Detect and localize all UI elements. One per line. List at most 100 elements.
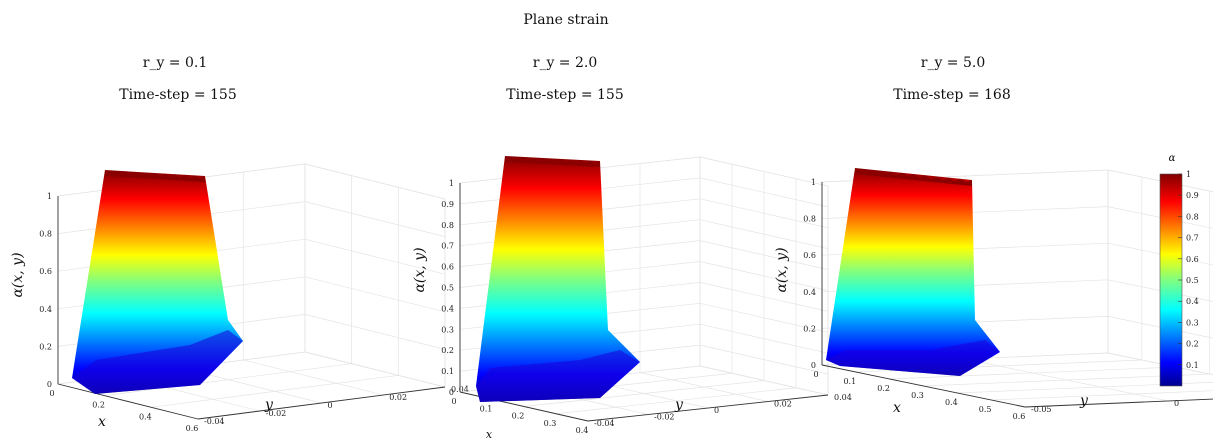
x-tick-label: 0.3 <box>544 419 557 428</box>
x-tick-label: 0.1 <box>843 377 856 386</box>
subplot-1-zlabel: α(x, y) <box>10 252 26 297</box>
colorbar-tick-label: 0.5 <box>1186 276 1199 285</box>
y-tick-label: -0.02 <box>654 413 675 422</box>
surface-front-base <box>72 330 243 394</box>
colorbar-tick-label: 0.8 <box>1186 212 1199 221</box>
alpha-surface <box>476 156 640 402</box>
subplot-1-title-line2: Time-step = 155 <box>119 87 237 103</box>
colorbar-tick-label: 0.6 <box>1186 255 1199 264</box>
subplot-3-title-line2: Time-step = 168 <box>893 87 1011 103</box>
z-tick-label: 0 <box>47 380 52 389</box>
subplot-1-axes: 0 0.2 0.4 0.6 0.8 1 0 0.2 0.4 0.6 -0.04 -0.02 0 0.02 0… <box>39 163 469 433</box>
z-tick-label: 0.3 <box>441 325 454 334</box>
z-tick-label: 0.4 <box>39 305 52 314</box>
y-tick-label: -0.04 <box>204 417 225 426</box>
z-tick-label: 0 <box>449 388 454 397</box>
y-tick-label: 0 <box>1174 399 1179 408</box>
colorbar-tick-label: 0.4 <box>1186 297 1199 306</box>
x-tick-label: 0.2 <box>877 384 890 393</box>
figure-suptitle: Plane strain <box>523 12 608 28</box>
z-tick-label: 0.8 <box>441 221 454 230</box>
y-tick-label: -0.05 <box>1031 405 1052 414</box>
colorbar-label: α <box>1169 153 1176 164</box>
z-tick-label: 0.9 <box>441 200 454 209</box>
subplot-3: r_y = 5.0 Time-step = 168 00.20.40.60.81… <box>774 55 1213 421</box>
colorbar-tick-label: 1 <box>1186 170 1191 179</box>
x-axis-line <box>57 383 199 420</box>
x-tick-label: 0.4 <box>576 426 589 435</box>
x-axis-line <box>821 364 1026 408</box>
y-tick-label: -0.02 <box>266 409 287 418</box>
floor-gridline-y <box>1107 352 1213 376</box>
subplot-2-title-line2: Time-step = 155 <box>506 87 624 103</box>
subplot-2: r_y = 2.0 Time-step = 155 0 0.1 0.2 0.3 0.4 0… <box>412 55 852 441</box>
subplot-2-zlabel: α(x, y) <box>412 247 428 292</box>
subplot-2-axes: 0 0.1 0.2 0.3 0.4 0.5 0.6 0.7 0.8 0.9 1 0 0.1 0.2 0.3 0… <box>441 156 852 435</box>
z-tick-label: 0.6 <box>39 267 52 276</box>
floor-gridline-x <box>1024 398 1213 408</box>
subplot-1-xlabel: x <box>98 414 106 430</box>
colorbar-ticks: 1 0.9 0.8 0.7 0.6 0.5 0.4 0.3 0.2 0.1 <box>1178 170 1199 370</box>
floor-gridline-x <box>991 390 1213 401</box>
z-tick-label: 0.2 <box>803 324 816 333</box>
z-tick-label: 0.8 <box>803 215 816 224</box>
z-tick-label: 0.4 <box>441 304 454 313</box>
z-tick-label: 0.5 <box>441 284 454 293</box>
x-tick-label: 0.4 <box>139 412 152 421</box>
colorbar-tick-label: 0.9 <box>1186 191 1199 200</box>
z-tick-label: 0.1 <box>441 367 454 376</box>
floor-gridline-y <box>699 365 829 396</box>
x-tick-label: 0 <box>49 389 54 398</box>
x-tick-label: 0.2 <box>92 401 105 410</box>
y-axis-line <box>1024 398 1213 408</box>
surface-top-edge <box>855 168 972 186</box>
subplot-1-ylabel: y <box>264 397 274 413</box>
x-tick-label: 0.2 <box>512 412 525 421</box>
surface-body <box>476 156 640 402</box>
x-tick-label: 0 <box>813 370 818 379</box>
subplot-3-ylabel: y <box>1079 393 1089 409</box>
colorbar-tick-label: 0.2 <box>1186 340 1199 349</box>
surface-body <box>826 168 1000 376</box>
floor-gridline-y <box>243 359 384 396</box>
subplot-2-xlabel: x <box>486 428 493 441</box>
x-tick-label: 0.6 <box>186 424 199 433</box>
subplot-2-title-line1: r_y = 2.0 <box>533 55 598 71</box>
z-tick-label: 1 <box>449 179 454 188</box>
z-tick-label: 0.2 <box>441 346 454 355</box>
colorbar-tick-label: 0.3 <box>1186 318 1199 327</box>
z-tick-label: 0.4 <box>803 288 816 297</box>
x-tick-label: 0.4 <box>945 398 958 407</box>
y-tick-label: 0.04 <box>834 393 852 402</box>
z-tick-label: 1 <box>811 178 816 187</box>
surface-body <box>72 170 243 394</box>
x-tick-label: 0.5 <box>979 405 992 414</box>
z-tick-label: 0.6 <box>441 263 454 272</box>
y-axis-line <box>197 386 446 420</box>
y-tick-label: 0.02 <box>389 393 407 402</box>
alpha-surface <box>826 168 1000 376</box>
subplot-1-title-line1: r_y = 0.1 <box>143 55 208 71</box>
surface-top-edge <box>505 156 600 167</box>
colorbar-tick-label: 0.1 <box>1186 361 1199 370</box>
floor-gridline-y <box>639 372 769 402</box>
y-tick-label: 0 <box>714 406 719 415</box>
x-tick-label: 0.6 <box>1013 412 1026 421</box>
subplot-1: r_y = 0.1 Time-step = 155 0 0.2 0.4 0.6 0.8 1… <box>10 55 469 433</box>
x-tick-label: 0.3 <box>911 391 924 400</box>
z-tick-label: 1 <box>47 192 52 201</box>
x-tick-label: 0 <box>451 397 456 406</box>
colorbar: α 1 0.9 0.8 0.7 0.6 0.5 0.4 0.3 0.2 0.1 <box>1159 153 1199 387</box>
axis-lines <box>57 196 446 420</box>
alpha-surface <box>72 170 243 394</box>
y-tick-label: -0.04 <box>594 419 615 428</box>
y-tick-label: 0 <box>328 401 333 410</box>
surface-front-base <box>476 350 640 402</box>
z-tick-label: 0.8 <box>39 230 52 239</box>
floor-gridline-y <box>304 351 446 388</box>
surface-front-base <box>826 340 1000 376</box>
subplot-3-zlabel: α(x, y) <box>774 247 790 292</box>
z-tick-label: 0.6 <box>803 251 816 260</box>
z-tick-label: 0.2 <box>39 342 52 351</box>
